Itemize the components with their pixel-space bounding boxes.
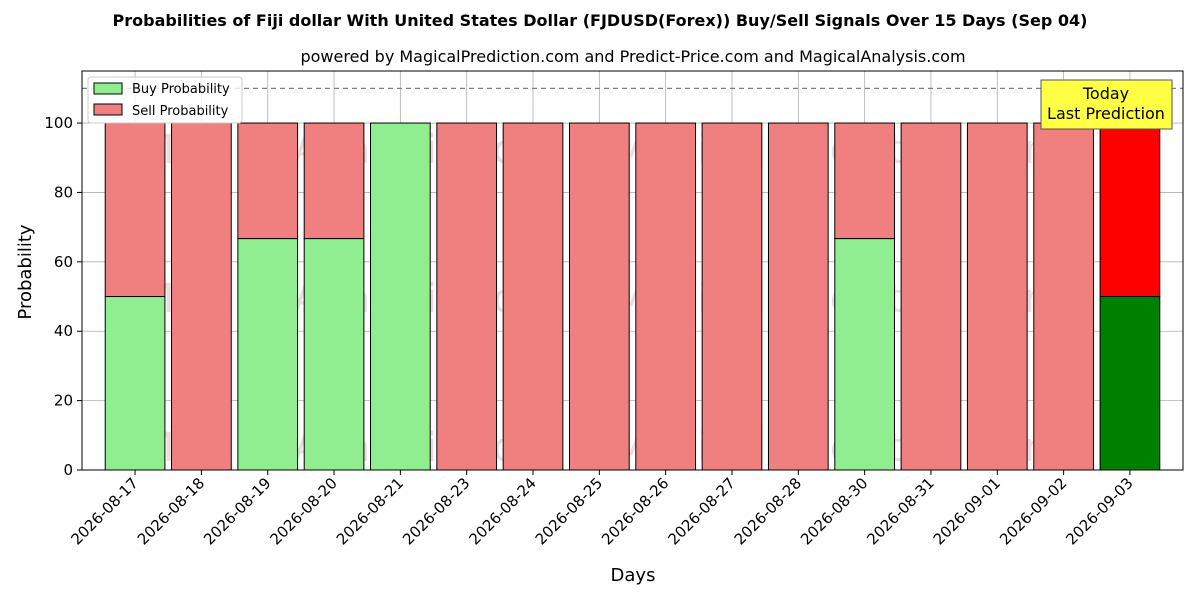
y-tick-label: 40 <box>54 322 73 340</box>
sell-bar <box>1099 122 1161 298</box>
legend-label-buy: Buy Probability <box>132 82 230 97</box>
sell-bar <box>1033 122 1094 471</box>
sell-bar <box>237 122 299 240</box>
x-tick-label: 2026-08-21 <box>333 474 407 548</box>
sell-bar <box>767 122 829 471</box>
y-axis-label: Probability <box>15 224 36 319</box>
buy-bar <box>303 238 365 471</box>
x-tick-label: 2026-08-18 <box>134 474 208 548</box>
sell-bar <box>303 122 365 240</box>
y-tick-label: 0 <box>63 461 73 479</box>
x-tick-label: 2026-08-17 <box>68 474 142 548</box>
sell-bar <box>171 122 232 471</box>
y-tick-label: 100 <box>44 114 73 132</box>
x-tick-label: 2026-08-25 <box>532 474 606 548</box>
sell-bar <box>701 122 763 471</box>
sell-bar <box>834 122 895 240</box>
x-tick-label: 2026-08-30 <box>797 474 871 548</box>
buy-bar <box>237 238 299 471</box>
x-tick-label: 2026-08-27 <box>664 474 738 548</box>
x-tick-label: 2026-08-24 <box>465 474 539 548</box>
sell-bar <box>900 122 962 471</box>
plot-area: MagicalAnalysis.comMagicalPrediction.com… <box>44 70 1184 548</box>
buy-bar <box>834 238 895 471</box>
x-tick-label: 2026-08-31 <box>863 474 937 548</box>
x-tick-label: 2026-08-28 <box>731 474 805 548</box>
x-tick-label: 2026-09-01 <box>930 474 1004 548</box>
y-tick-label: 80 <box>54 183 73 201</box>
chart-subtitle: powered by MagicalPrediction.com and Pre… <box>300 47 965 66</box>
sell-bar <box>966 122 1028 471</box>
legend-box <box>87 76 243 124</box>
x-tick-label: 2026-08-20 <box>266 474 340 548</box>
sell-bar <box>104 122 166 298</box>
x-tick-label: 2026-08-26 <box>598 474 672 548</box>
y-tick-label: 60 <box>54 253 73 271</box>
x-axis-label: Days <box>611 565 656 586</box>
sell-bar <box>436 122 498 471</box>
sell-bar <box>635 122 697 471</box>
annotation-box <box>1040 79 1173 130</box>
buy-bar <box>1099 296 1161 471</box>
chart-title: Probabilities of Fiji dollar With United… <box>113 11 1088 30</box>
legend-label-sell: Sell Probability <box>132 104 229 119</box>
y-tick-label: 20 <box>54 392 73 410</box>
sell-bar <box>502 122 564 471</box>
x-tick-label: 2026-09-02 <box>996 474 1070 548</box>
annotation-text: Today <box>1082 84 1129 103</box>
legend-swatch-sell <box>93 103 123 116</box>
x-tick-label: 2026-08-23 <box>399 474 473 548</box>
plot-frame <box>81 70 1184 471</box>
buy-bar <box>104 296 166 471</box>
sell-bar <box>568 122 630 471</box>
x-tick-label: 2026-09-03 <box>1062 474 1136 548</box>
annotation-text: Last Prediction <box>1047 104 1165 123</box>
buy-bar <box>370 122 431 471</box>
x-tick-label: 2026-08-19 <box>200 474 274 548</box>
legend-swatch-buy <box>93 82 123 95</box>
